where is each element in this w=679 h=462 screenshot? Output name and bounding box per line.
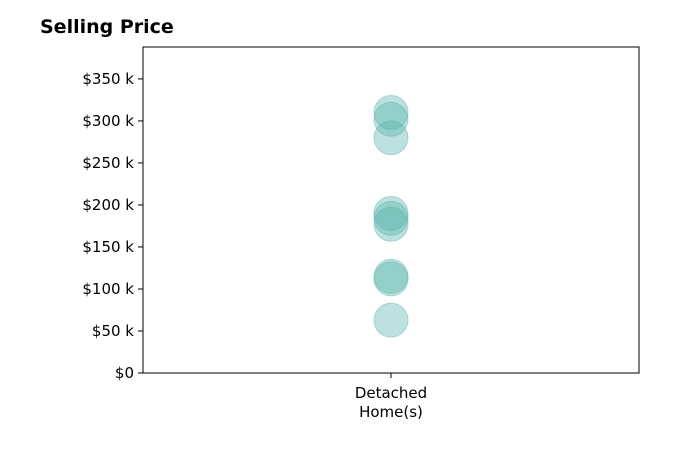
chart-title: Selling Price [40,16,174,38]
y-tick-label: $0 [115,364,134,382]
data-point [373,120,409,156]
y-tick-label: $150 k [82,238,134,256]
data-point [373,101,409,137]
y-tick-label: $100 k [82,280,134,298]
y-tick-label: $250 k [82,154,134,172]
x-axis: Detached Home(s) [355,373,427,421]
data-point [373,195,409,231]
y-axis: $0 $50 k $100 k $150 k $200 k $250 k $300 k $35… [82,70,143,382]
y-tick-label: $50 k [92,322,134,340]
data-point [373,95,409,131]
data-point [373,261,409,297]
y-tick-label: $350 k [82,70,134,88]
y-tick-label: $200 k [82,196,134,214]
data-point [373,200,409,236]
data-point [373,302,409,338]
y-tick-label: $300 k [82,112,134,130]
data-point [373,258,409,294]
data-point [373,206,409,242]
data-points [373,95,409,338]
x-tick-label: Detached Home(s) [355,384,427,421]
